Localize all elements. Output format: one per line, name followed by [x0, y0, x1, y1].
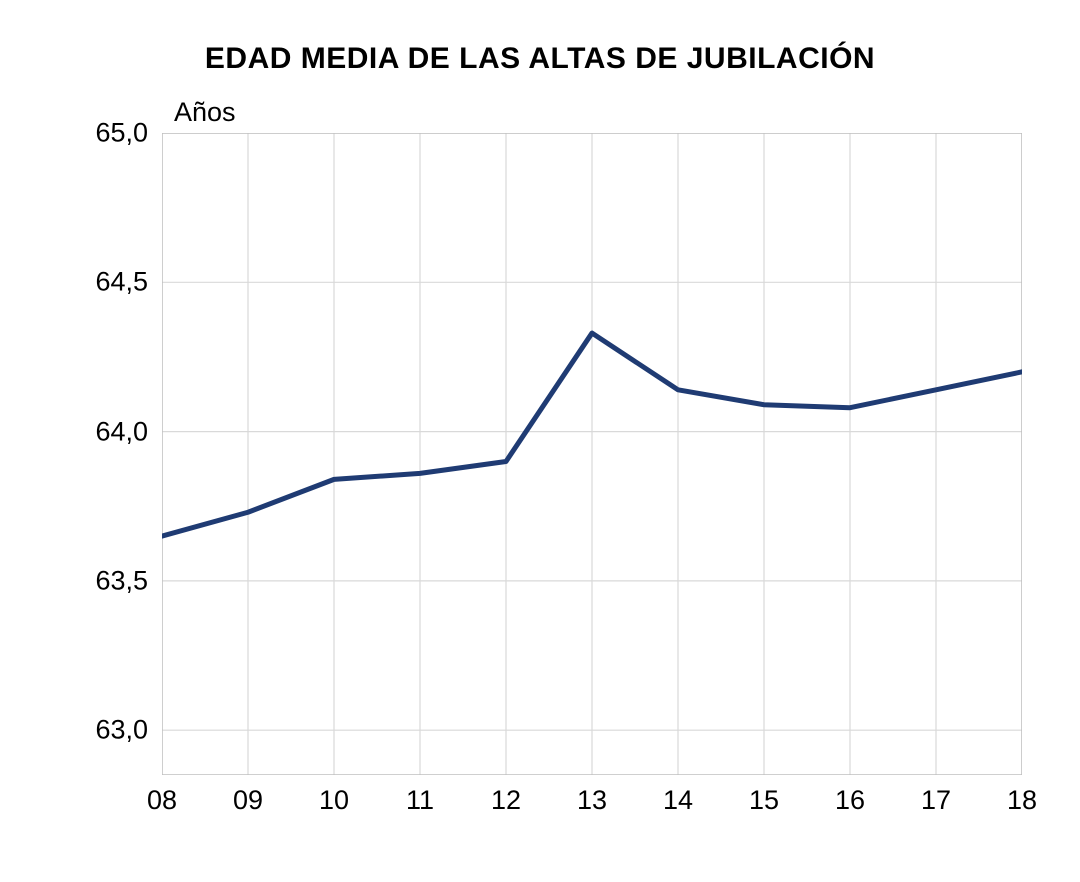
x-tick-label: 16: [835, 775, 865, 816]
y-tick-label: 65,0: [95, 118, 162, 149]
x-tick-label: 09: [233, 775, 263, 816]
x-tick-label: 17: [921, 775, 951, 816]
x-tick-label: 10: [319, 775, 349, 816]
x-tick-label: 08: [147, 775, 177, 816]
x-tick-label: 18: [1007, 775, 1037, 816]
y-axis-subtitle: Años: [174, 97, 236, 128]
chart-title: EDAD MEDIA DE LAS ALTAS DE JUBILACIÓN: [0, 42, 1080, 76]
x-tick-label: 11: [406, 775, 434, 816]
y-tick-label: 64,0: [95, 416, 162, 447]
plot-area: 63,063,564,064,565,008091011121314151617…: [162, 133, 1022, 775]
x-tick-label: 15: [749, 775, 779, 816]
x-tick-label: 12: [491, 775, 521, 816]
chart-svg: [162, 133, 1022, 775]
y-tick-label: 64,5: [95, 267, 162, 298]
y-tick-label: 63,0: [95, 715, 162, 746]
x-tick-label: 14: [663, 775, 693, 816]
y-tick-label: 63,5: [95, 565, 162, 596]
chart-container: EDAD MEDIA DE LAS ALTAS DE JUBILACIÓN Añ…: [0, 0, 1080, 882]
x-tick-label: 13: [577, 775, 607, 816]
